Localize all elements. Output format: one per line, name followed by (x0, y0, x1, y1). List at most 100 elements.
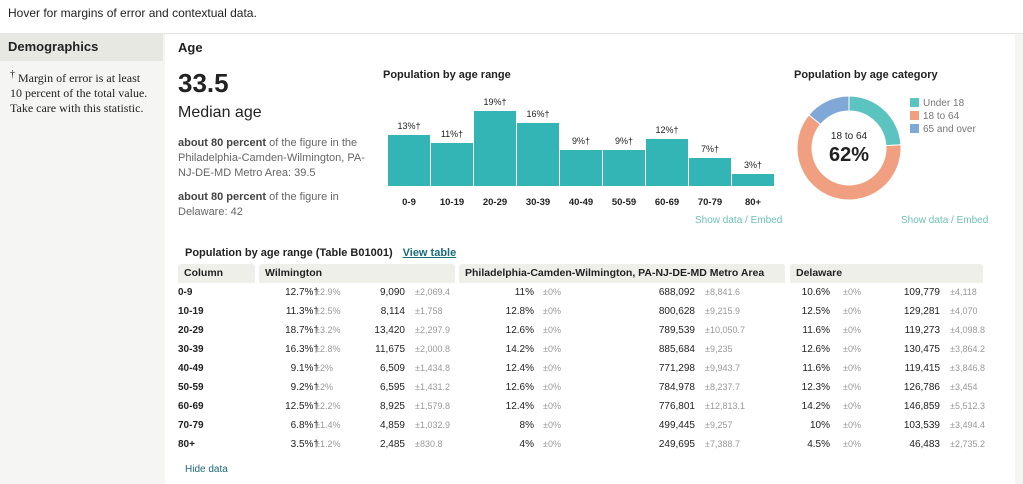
margin-of-error: ±4,118 (950, 287, 977, 297)
hide-data-link[interactable]: Hide data (185, 464, 228, 475)
age-section: Age 33.5 Median age about 80 percent of … (165, 34, 1015, 484)
donut-slice-18-to-64[interactable] (796, 114, 902, 201)
table-cell: 12.6% (505, 382, 534, 393)
table-cell: 126,786 (903, 382, 940, 393)
bar-80+[interactable] (732, 174, 774, 186)
table-cell: 6.8%† (290, 420, 319, 431)
donut-slice-65-over[interactable] (808, 95, 850, 126)
sidebar-title[interactable]: Demographics (0, 34, 163, 61)
bar-50-59[interactable] (603, 150, 645, 186)
hover-hint: Hover for margins of error and contextua… (8, 6, 257, 20)
margin-of-error: ±3,864.2 (950, 344, 985, 354)
margin-of-error: ±9,215.9 (705, 306, 740, 316)
margin-of-error: ±0% (543, 306, 561, 316)
median-age-value: 33.5 (178, 68, 229, 98)
bar-20-29[interactable] (474, 111, 516, 186)
bar-value-label: 9%† (571, 136, 590, 147)
margin-of-error: ±0% (843, 325, 861, 335)
table-cell: 688,092 (658, 287, 695, 298)
table-cell: 130,475 (903, 344, 940, 355)
bar-value-label: 7%† (700, 144, 719, 155)
comparison-metro: about 80 percent of the figure in the Ph… (178, 137, 365, 179)
x-tick-label: 20-29 (482, 197, 508, 208)
table-cell: 12.4% (505, 401, 534, 412)
sidebar: Demographics † Margin of error is at lea… (0, 34, 163, 484)
margin-of-error: ±9,235 (705, 344, 733, 354)
table-cell: 6,509 (379, 363, 405, 374)
margin-of-error: ±0% (843, 287, 861, 297)
margin-of-error: ±2% (315, 363, 333, 373)
col-header-metro: Philadelphia-Camden-Wilmington, PA-NJ-DE… (459, 264, 785, 283)
bar-70-79[interactable] (689, 158, 731, 186)
margin-of-error: ±1,431.2 (415, 382, 450, 392)
embed-link[interactable]: Embed (750, 215, 783, 226)
legend-under-18: Under 18 (910, 98, 964, 109)
margin-of-error: ±1,758 (415, 306, 443, 316)
margin-of-error: ±0% (543, 325, 561, 335)
margin-of-error: ±7,388.7 (705, 439, 740, 449)
margin-of-error: ±830.8 (415, 439, 443, 449)
comparison-state: about 80 percent of the figure in Delawa… (178, 191, 339, 218)
median-age-label: Median age (178, 104, 262, 121)
table-cell: 4.5% (807, 439, 830, 450)
table-cell: 12.6% (505, 325, 534, 336)
top-hint-bar: Hover for margins of error and contextua… (0, 0, 1023, 34)
margin-of-error: ±8,237.7 (705, 382, 740, 392)
bar-40-49[interactable] (560, 150, 602, 186)
legend-65-over: 65 and over (910, 124, 976, 135)
table-cell: 800,628 (658, 306, 695, 317)
bar-value-label: 3%† (743, 160, 762, 171)
margin-of-error: ±9,257 (705, 420, 733, 430)
row-label: 0-9 (178, 287, 193, 298)
margin-of-error: ±2,297.9 (415, 325, 450, 335)
table-cell: 9.2%† (290, 382, 319, 393)
bar-60-69[interactable] (646, 138, 688, 186)
table-cell: 4,859 (379, 420, 405, 431)
table-cell: 109,779 (903, 287, 940, 298)
margin-of-error: ±0% (843, 363, 861, 373)
margin-of-error: ±2,069.4 (415, 287, 450, 297)
x-tick-label: 60-69 (654, 197, 680, 208)
table-cell: 146,859 (903, 401, 940, 412)
donut-chart-links: Show data / Embed (901, 215, 989, 226)
col-header-wilmington: Wilmington (259, 264, 455, 283)
table-cell: 8,114 (380, 306, 405, 317)
margin-of-error: ±3,454 (950, 382, 978, 392)
moe-note: † Margin of error is at least 10 percent… (0, 61, 163, 122)
table-cell: 11.6% (802, 363, 830, 374)
table-cell: 12.6% (801, 344, 830, 355)
x-tick-label: 80+ (744, 197, 762, 208)
x-tick-label: 50-59 (611, 197, 637, 208)
bar-value-label: 9%† (614, 136, 633, 147)
show-data-link[interactable]: Show data (901, 215, 949, 226)
table-cell: 499,445 (658, 420, 695, 431)
table-cell: 16.3%† (285, 344, 319, 355)
table-cell: 6,595 (379, 382, 405, 393)
x-tick-label: 40-49 (568, 197, 594, 208)
show-data-link[interactable]: Show data (695, 215, 743, 226)
margin-of-error: ±1.4% (315, 420, 341, 430)
view-table-link[interactable]: View table (402, 247, 457, 259)
bar-10-19[interactable] (431, 142, 473, 186)
margin-of-error: ±4,070 (950, 306, 978, 316)
bar-0-9[interactable] (388, 134, 430, 186)
margin-of-error: ±0% (843, 382, 861, 392)
table-cell: 119,273 (904, 325, 940, 336)
margin-of-error: ±5,512.3 (950, 401, 985, 411)
bar-30-39[interactable] (517, 122, 559, 186)
x-tick-label: 30-39 (525, 197, 551, 208)
x-tick-label: 70-79 (697, 197, 723, 208)
table-cell: 10% (809, 420, 830, 431)
margin-of-error: ±3.2% (315, 325, 341, 335)
x-tick-label: 0-9 (402, 197, 416, 208)
embed-link[interactable]: Embed (956, 215, 989, 226)
margin-of-error: ±0% (543, 401, 561, 411)
table-cell: 784,978 (658, 382, 695, 393)
table-cell: 12.7%† (285, 287, 319, 298)
margin-of-error: ±0% (843, 306, 861, 316)
table-cell: 249,695 (658, 439, 695, 450)
table-title: Population by age range (Table B01001) Vi… (185, 247, 457, 259)
section-title: Age (178, 40, 203, 55)
table-cell: 9,090 (379, 287, 405, 298)
margin-of-error: ±3,846.8 (950, 363, 985, 373)
